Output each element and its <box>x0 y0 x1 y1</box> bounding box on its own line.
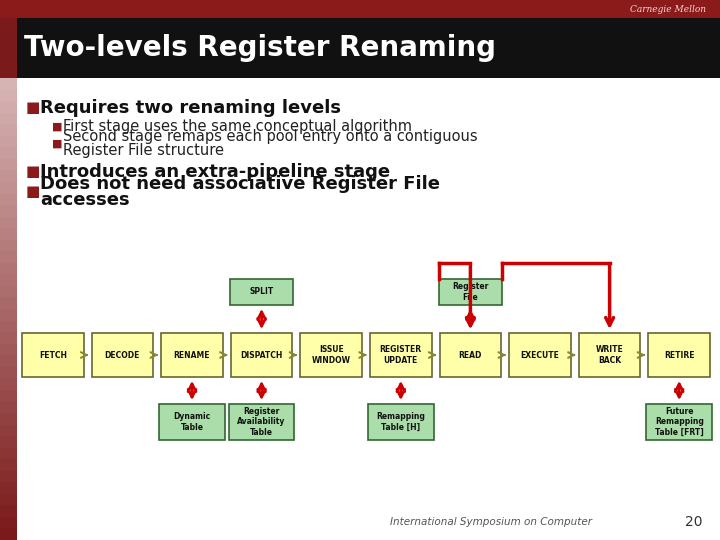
Text: DECODE: DECODE <box>104 350 140 360</box>
Bar <box>0 147 17 159</box>
Bar <box>0 343 17 355</box>
Bar <box>0 89 17 101</box>
Text: Carnegie Mellon: Carnegie Mellon <box>630 4 706 14</box>
Bar <box>159 404 225 440</box>
Text: EXECUTE: EXECUTE <box>521 350 559 360</box>
Text: Register File structure: Register File structure <box>63 144 224 159</box>
Bar <box>438 279 503 305</box>
Bar <box>230 279 294 305</box>
Text: Dynamic
Table: Dynamic Table <box>174 413 211 431</box>
Bar <box>0 286 17 298</box>
Bar <box>0 458 17 471</box>
Bar <box>0 18 720 78</box>
Bar <box>0 205 17 217</box>
Text: ■: ■ <box>52 122 63 132</box>
Text: READ: READ <box>459 350 482 360</box>
Bar <box>0 181 17 193</box>
Bar <box>0 297 17 309</box>
Bar <box>0 470 17 482</box>
Bar <box>0 262 17 274</box>
Bar <box>0 0 720 18</box>
Bar <box>161 333 222 377</box>
Bar <box>22 333 84 377</box>
Bar <box>0 124 17 136</box>
Bar <box>647 404 712 440</box>
Text: ■: ■ <box>52 139 63 149</box>
Bar <box>91 333 153 377</box>
Bar <box>0 112 17 124</box>
Text: WRITE
BACK: WRITE BACK <box>595 345 624 364</box>
Bar <box>231 333 292 377</box>
Text: RETIRE: RETIRE <box>664 350 695 360</box>
Text: Register
Availability
Table: Register Availability Table <box>238 407 286 437</box>
Bar <box>0 239 17 251</box>
Text: 20: 20 <box>685 515 703 529</box>
Text: RENAME: RENAME <box>174 350 210 360</box>
Bar <box>0 413 17 424</box>
Text: Two-levels Register Renaming: Two-levels Register Renaming <box>24 34 496 62</box>
Bar <box>440 333 501 377</box>
Bar <box>0 100 17 113</box>
Bar <box>300 333 362 377</box>
Bar <box>0 482 17 494</box>
Bar <box>649 333 710 377</box>
Bar <box>0 447 17 459</box>
Text: DISPATCH: DISPATCH <box>240 350 283 360</box>
Text: ISSUE
WINDOW: ISSUE WINDOW <box>312 345 351 364</box>
Text: accesses: accesses <box>40 191 130 209</box>
Bar <box>370 333 431 377</box>
Bar <box>0 170 17 182</box>
Bar <box>0 216 17 228</box>
Text: Future
Remapping
Table [FRT]: Future Remapping Table [FRT] <box>654 407 703 437</box>
Bar <box>0 528 17 540</box>
Bar <box>0 274 17 286</box>
Bar <box>0 424 17 436</box>
Bar <box>0 355 17 367</box>
Bar <box>509 333 571 377</box>
Text: Second stage remaps each pool entry onto a contiguous: Second stage remaps each pool entry onto… <box>63 130 477 145</box>
Bar <box>0 158 17 171</box>
Bar <box>0 505 17 517</box>
Bar <box>0 251 17 263</box>
Text: Remapping
Table [H]: Remapping Table [H] <box>377 413 426 431</box>
Bar <box>0 320 17 332</box>
Text: ■: ■ <box>26 185 40 199</box>
Bar <box>0 378 17 390</box>
Bar <box>0 78 17 90</box>
Bar <box>0 366 17 379</box>
Text: SPLIT: SPLIT <box>249 287 274 296</box>
Text: REGISTER
UPDATE: REGISTER UPDATE <box>379 345 422 364</box>
Bar <box>0 18 17 78</box>
Text: First stage uses the same conceptual algorithm: First stage uses the same conceptual alg… <box>63 119 412 134</box>
Bar <box>0 389 17 401</box>
Bar <box>0 401 17 413</box>
Bar <box>0 135 17 147</box>
Text: FETCH: FETCH <box>39 350 67 360</box>
Text: Register
File: Register File <box>452 282 489 302</box>
Bar <box>0 193 17 205</box>
Bar <box>0 436 17 448</box>
Text: ■: ■ <box>26 100 40 116</box>
Text: International Symposium on Computer: International Symposium on Computer <box>390 517 592 527</box>
Text: ■: ■ <box>26 165 40 179</box>
Text: Introduces an extra-pipeline stage: Introduces an extra-pipeline stage <box>40 163 390 181</box>
Bar <box>0 516 17 529</box>
Bar <box>579 333 640 377</box>
Text: Requires two renaming levels: Requires two renaming levels <box>40 99 341 117</box>
Bar <box>0 308 17 321</box>
Text: Does not need associative Register File: Does not need associative Register File <box>40 175 440 193</box>
Bar <box>0 332 17 343</box>
Bar <box>368 404 433 440</box>
Bar <box>229 404 294 440</box>
Bar <box>0 228 17 240</box>
Bar <box>0 494 17 505</box>
